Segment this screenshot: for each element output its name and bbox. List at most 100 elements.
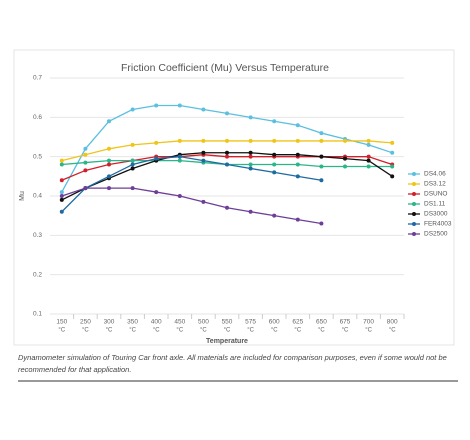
data-point [295,162,300,167]
data-point [83,186,88,191]
data-point [272,138,277,143]
data-point [83,152,88,157]
y-tick-label: 0.6 [33,114,42,121]
legend-marker [412,202,416,206]
series-line [61,187,322,225]
data-point [319,178,324,183]
data-point [272,170,277,175]
data-point [201,107,206,112]
data-point [319,131,324,136]
data-point [390,150,395,155]
legend-marker [412,192,416,196]
x-tick-label: 300 [104,319,115,326]
x-tick-label: 550 [222,319,233,326]
data-point [107,174,111,179]
y-axis-label: Mu [19,191,26,201]
x-tick-label: 625 [292,319,303,326]
x-tick-label: 700 [363,319,374,326]
data-point [130,107,135,112]
data-point [59,190,64,195]
x-tick-label: 250 [80,319,91,326]
data-point [225,162,229,167]
x-tick-unit: °C [200,328,207,334]
x-tick-label: 450 [174,319,185,326]
data-point [272,162,277,167]
data-point [390,140,395,145]
data-point [83,146,88,151]
legend-label: DS3000 [424,211,448,218]
data-point [83,168,88,173]
data-point [248,162,253,167]
legend-marker [412,232,416,236]
x-tick-unit: °C [224,328,231,334]
data-point [225,154,229,159]
data-point [295,123,300,128]
y-tick-label: 0.4 [33,193,42,200]
data-point [201,150,206,155]
x-tick-label: 575 [245,319,256,326]
x-tick-unit: °C [176,328,183,334]
legend-label: DS4.06 [424,171,446,178]
x-tick-unit: °C [342,328,349,334]
data-point [107,158,111,163]
x-tick-unit: °C [129,328,136,334]
legend-label: DS3.12 [424,181,446,188]
data-point [248,150,253,155]
x-tick-unit: °C [318,328,325,334]
data-point [154,103,159,108]
data-point [59,209,64,214]
data-point [177,154,182,159]
x-tick-label: 600 [269,319,280,326]
x-tick-unit: °C [58,328,65,334]
data-point [295,217,300,222]
series-line [61,152,393,201]
data-point [177,158,182,163]
data-point [59,162,64,167]
legend-marker [412,222,416,226]
data-point [177,138,182,143]
y-tick-label: 0.2 [33,271,42,278]
data-point [201,138,206,143]
data-point [248,138,253,143]
data-point [177,103,182,108]
data-point [225,205,229,210]
data-point [154,140,159,145]
x-tick-unit: °C [82,328,89,334]
data-point [248,209,253,214]
data-point [366,142,371,147]
data-point [272,119,277,124]
data-point [59,158,64,163]
data-point [295,152,300,157]
data-point [225,138,229,143]
x-tick-unit: °C [153,328,160,334]
data-point [295,174,300,179]
legend-label: DS2500 [424,231,448,238]
data-point [390,174,395,179]
data-point [295,138,300,143]
data-point [130,166,135,171]
series-line [61,156,322,213]
data-point [130,186,135,191]
data-point [319,138,324,143]
data-point [130,162,135,167]
x-tick-label: 650 [316,319,327,326]
x-tick-unit: °C [106,328,113,334]
chart-title: Friction Coefficient (Mu) Versus Tempera… [121,62,329,74]
data-point [248,154,253,159]
x-tick-label: 800 [387,319,398,326]
data-point [366,154,371,159]
x-tick-unit: °C [247,328,254,334]
legend-marker [412,172,416,176]
x-tick-label: 500 [198,319,209,326]
data-point [390,164,395,169]
data-point [130,142,135,147]
x-axis-label: Temperature [206,338,248,345]
data-point [107,119,111,124]
data-point [366,164,371,169]
legend-marker [412,182,416,186]
data-point [154,156,159,161]
y-tick-label: 0.5 [33,153,42,160]
data-point [272,213,277,218]
data-point [59,178,64,183]
data-point [366,138,371,143]
